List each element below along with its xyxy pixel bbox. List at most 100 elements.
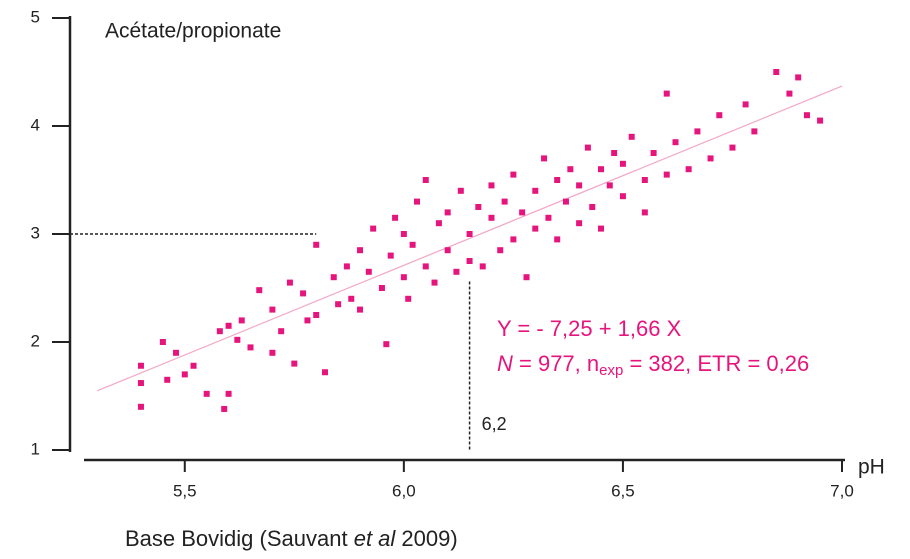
y-tick-label: 3: [31, 223, 40, 242]
point: [286, 279, 293, 286]
source-text: 2009): [395, 526, 457, 551]
point: [729, 144, 736, 151]
x-tick-label: 5,5: [173, 481, 197, 500]
point: [247, 344, 254, 351]
point: [387, 252, 394, 259]
point: [405, 295, 412, 302]
point: [300, 290, 307, 297]
y-tick-label: 5: [31, 7, 40, 26]
point: [479, 263, 486, 270]
point: [554, 236, 561, 243]
point: [137, 380, 144, 387]
point: [203, 390, 210, 397]
point: [348, 295, 355, 302]
point: [181, 371, 188, 378]
point: [435, 220, 442, 227]
point: [422, 263, 429, 270]
x-tick-label: 6,0: [392, 481, 416, 500]
point: [291, 360, 298, 367]
point: [611, 150, 618, 156]
point: [742, 101, 749, 108]
point: [532, 225, 539, 232]
point: [238, 317, 245, 324]
x-axis-label: pH: [858, 456, 885, 479]
point: [751, 128, 758, 135]
guide-label: 6,2: [482, 414, 507, 434]
y-tick-label: 4: [31, 115, 40, 134]
point: [619, 193, 626, 200]
point: [370, 225, 377, 232]
point: [628, 133, 635, 140]
point: [400, 231, 407, 237]
point: [598, 166, 605, 173]
point: [278, 328, 285, 335]
point: [269, 349, 276, 356]
point: [413, 198, 420, 205]
stats-text: = 382, ETR = 0,26: [623, 351, 809, 376]
x-tick-label: 6,5: [611, 481, 635, 500]
point: [576, 182, 583, 189]
point: [137, 403, 144, 410]
point: [817, 117, 824, 124]
point: [400, 274, 407, 281]
point: [392, 214, 399, 221]
point: [576, 220, 583, 227]
point: [304, 317, 311, 324]
point: [444, 209, 451, 216]
source: Base Bovidig (Sauvant et al 2009): [125, 526, 458, 551]
point: [650, 150, 657, 156]
point: [475, 204, 482, 210]
point: [510, 236, 517, 243]
point: [335, 301, 342, 308]
point: [562, 198, 569, 205]
point: [234, 336, 241, 343]
point: [269, 306, 276, 313]
point: [685, 166, 692, 173]
point: [453, 268, 460, 275]
point: [357, 306, 364, 313]
point: [694, 128, 701, 135]
source-text: Base Bovidig (Sauvant: [125, 526, 354, 551]
point: [523, 274, 530, 281]
point: [444, 247, 451, 254]
point: [313, 241, 320, 248]
point: [803, 112, 810, 119]
point: [225, 322, 232, 329]
y-tick-label: 1: [31, 439, 40, 458]
point: [716, 112, 723, 119]
chart-title: Acétate/propionate: [105, 20, 281, 43]
point: [216, 328, 223, 335]
point: [378, 285, 385, 291]
point: [554, 177, 561, 183]
point: [190, 362, 197, 369]
point: [422, 177, 429, 183]
point: [545, 214, 552, 221]
point: [313, 312, 320, 318]
stats-text: = 977, n: [513, 351, 599, 376]
point: [457, 187, 464, 194]
stats: N = 977, nexp = 382, ETR = 0,26: [497, 351, 809, 379]
point: [409, 241, 416, 248]
point: [589, 204, 596, 210]
point: [663, 90, 670, 97]
point: [795, 74, 802, 81]
point: [663, 171, 670, 178]
point: [510, 171, 517, 178]
point: [773, 69, 780, 75]
point: [383, 341, 390, 348]
point: [466, 231, 473, 237]
point: [137, 362, 144, 369]
equation: Y = - 7,25 + 1,66 X: [497, 316, 682, 341]
point: [606, 182, 613, 189]
point: [330, 274, 337, 281]
point: [321, 369, 328, 376]
y-tick-label: 2: [31, 331, 40, 350]
point: [497, 247, 504, 254]
point: [466, 258, 473, 264]
point: [225, 390, 232, 397]
point: [256, 287, 263, 294]
point: [365, 268, 372, 275]
point: [672, 139, 679, 146]
point: [567, 166, 574, 173]
